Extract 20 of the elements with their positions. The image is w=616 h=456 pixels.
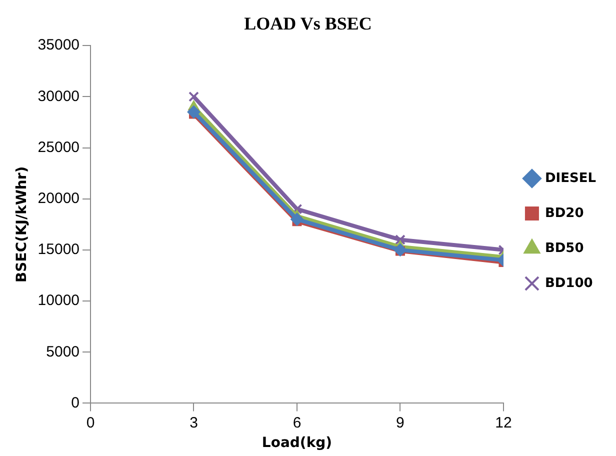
x-tick-label: 12 — [495, 414, 512, 432]
y-tick-label: 10000 — [38, 292, 80, 310]
y-tick-label: 5000 — [46, 343, 80, 360]
y-tick-label: 35000 — [38, 36, 80, 54]
legend-label: BD100 — [544, 276, 593, 291]
x-tick-label: 0 — [86, 414, 95, 432]
x-tick-label: 3 — [190, 414, 198, 432]
x-tick-label: 9 — [396, 414, 404, 432]
legend-label: DIESEL — [544, 170, 596, 186]
x-axis-title: Load(kg) — [262, 435, 332, 452]
y-tick-label: 30000 — [38, 88, 80, 105]
y-tick-label: 25000 — [38, 138, 80, 156]
y-tick-label: 15000 — [38, 241, 80, 258]
y-tick-label: 20000 — [38, 190, 80, 207]
legend-label: BD20 — [544, 206, 584, 221]
y-tick-label: 0 — [71, 394, 80, 412]
chart-title: LOAD Vs BSEC — [244, 13, 372, 34]
x-tick-label: 6 — [292, 414, 302, 432]
y-axis-title: BSEC(KJ/kWhr) — [14, 166, 30, 282]
legend-label: BD50 — [544, 240, 584, 256]
